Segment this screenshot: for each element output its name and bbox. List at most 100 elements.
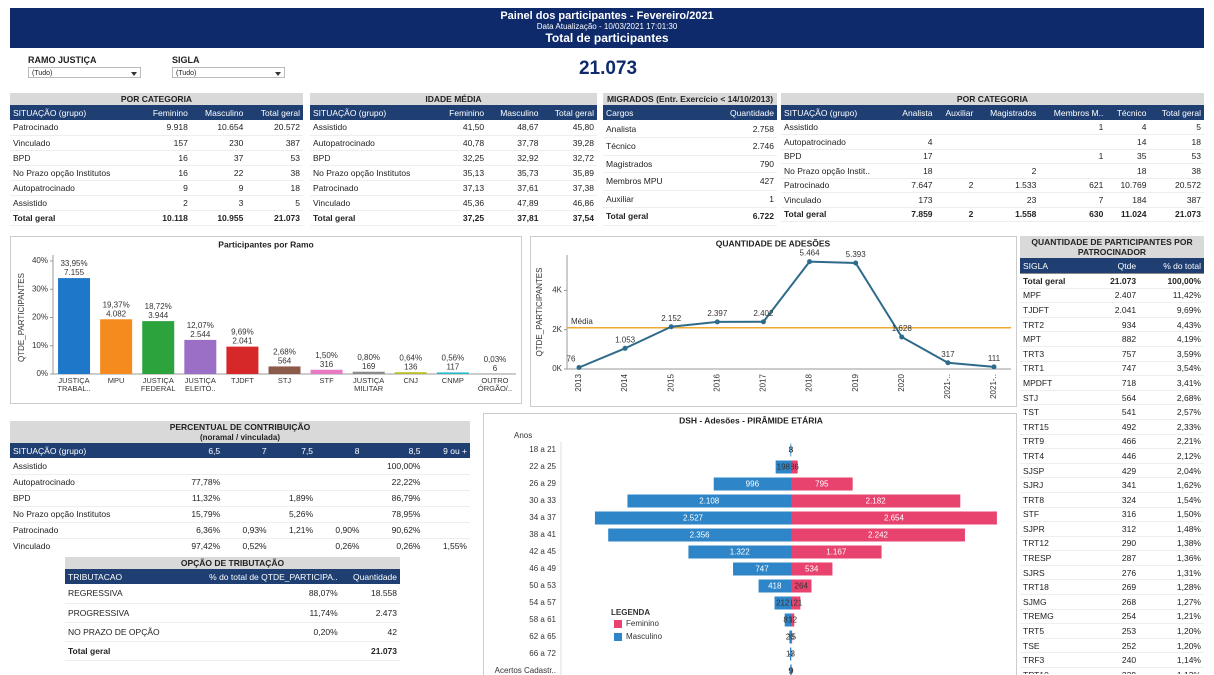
table-cell: 10.769 xyxy=(1106,178,1149,193)
table-cell: TST xyxy=(1020,405,1092,420)
table-cell xyxy=(270,474,316,490)
table-cell: 718 xyxy=(1092,376,1139,391)
value-label: 2.152 xyxy=(661,314,682,323)
table-cell: 15,79% xyxy=(169,506,223,522)
category-label: 58 a 61 xyxy=(529,615,556,624)
header: Painel dos participantes - Fevereiro/202… xyxy=(10,8,1204,48)
table-title: QUANTIDADE DE PARTICIPANTES POR PATROCIN… xyxy=(1020,236,1204,258)
table-cell xyxy=(936,135,977,150)
table-cell: SJSP xyxy=(1020,463,1092,478)
table-cell: 2.758 xyxy=(700,120,777,138)
table-cell: STF xyxy=(1020,507,1092,522)
value-label: 12,07% xyxy=(187,321,214,330)
column-header: Quantidade xyxy=(341,569,400,584)
value-label: 747 xyxy=(755,565,769,574)
filter-select[interactable]: (Tudo) xyxy=(28,67,141,78)
table-cell: 0,20% xyxy=(181,622,341,641)
table-cell: 37,61 xyxy=(487,180,541,195)
filter-select[interactable]: (Tudo) xyxy=(172,67,285,78)
table-cell: 2 xyxy=(936,178,977,193)
value-label: 0,03% xyxy=(484,355,507,364)
table-cell: 1,50% xyxy=(1139,507,1204,522)
x-tick-label: STF xyxy=(306,377,348,385)
column-header: SIGLA xyxy=(1020,258,1092,274)
table-cell: TRT12 xyxy=(1020,536,1092,551)
table-cell: 1 xyxy=(700,190,777,208)
table-cell: 45,80 xyxy=(541,120,597,135)
table-cell: Assistido xyxy=(10,458,169,474)
table-cell: Patrocinado xyxy=(10,120,140,135)
table-cell: 2.407 xyxy=(1092,288,1139,303)
table-cell: 1.558 xyxy=(976,207,1039,222)
table-cell: 7.859 xyxy=(892,207,936,222)
legend-swatch xyxy=(614,620,622,628)
value-label: 33,95% xyxy=(60,259,87,268)
table-cell xyxy=(892,120,936,135)
table-cell: TRT15 xyxy=(1020,419,1092,434)
table-cell: Vinculado xyxy=(310,195,437,210)
table-cell: Autopatrocinado xyxy=(310,135,437,150)
table-cell: TRT4 xyxy=(1020,449,1092,464)
table-cell: 1,31% xyxy=(1139,565,1204,580)
table-panel: PERCENTUAL DE CONTRIBUIÇÃO(noramal / vin… xyxy=(10,421,470,553)
table-cell: 7 xyxy=(1039,193,1106,208)
point xyxy=(669,324,674,329)
table-cell: 21.073 xyxy=(246,210,303,225)
chart-title: Participantes por Ramo xyxy=(218,239,313,249)
bar xyxy=(437,372,469,374)
value-label: 86 xyxy=(790,463,799,472)
table-cell: Analista xyxy=(603,120,700,138)
table-cell: 37,13 xyxy=(437,180,487,195)
table-cell: 14 xyxy=(1106,135,1149,150)
value-label: 2.242 xyxy=(868,531,889,540)
table-cell: 630 xyxy=(1039,207,1106,222)
table-cell: 2,12% xyxy=(1139,449,1204,464)
value-label: 76 xyxy=(567,355,576,364)
table-cell: 466 xyxy=(1092,434,1139,449)
value-label: 2.182 xyxy=(866,497,887,506)
value-label: 0,56% xyxy=(442,354,465,363)
table-cell: Autopatrocinado xyxy=(10,474,169,490)
table-cell: TRF3 xyxy=(1020,653,1092,668)
table-cell: 37 xyxy=(191,150,246,165)
table-cell: 35,13 xyxy=(437,165,487,180)
x-tick-label: 2019 xyxy=(851,373,860,391)
table-cell: 2.746 xyxy=(700,138,777,156)
table-panel: MIGRADOS (Entr. Exercício < 14/10/2013)C… xyxy=(603,93,777,229)
table-cell: Total geral xyxy=(1020,274,1092,289)
table-cell: 21.073 xyxy=(1149,207,1204,222)
table-cell: 1,54% xyxy=(1139,492,1204,507)
count-label: 6 xyxy=(493,364,498,373)
filter-value: (Tudo) xyxy=(176,70,196,77)
table-cell: 230 xyxy=(191,135,246,150)
table-cell: 45,36 xyxy=(437,195,487,210)
value-label: 13 xyxy=(786,650,795,659)
y-tick-label: 0% xyxy=(36,369,48,378)
table-cell: 37,54 xyxy=(541,210,597,225)
table-cell: 269 xyxy=(1092,580,1139,595)
x-tick-label: JUSTIÇA TRABAL.. xyxy=(53,377,95,393)
table-cell: Patrocinado xyxy=(10,522,169,538)
x-tick-label: STJ xyxy=(263,377,305,385)
table-cell: Total geral xyxy=(603,208,700,226)
x-tick-label: CNJ xyxy=(390,377,432,385)
table-cell: 4,43% xyxy=(1139,317,1204,332)
table-cell: 32,25 xyxy=(437,150,487,165)
